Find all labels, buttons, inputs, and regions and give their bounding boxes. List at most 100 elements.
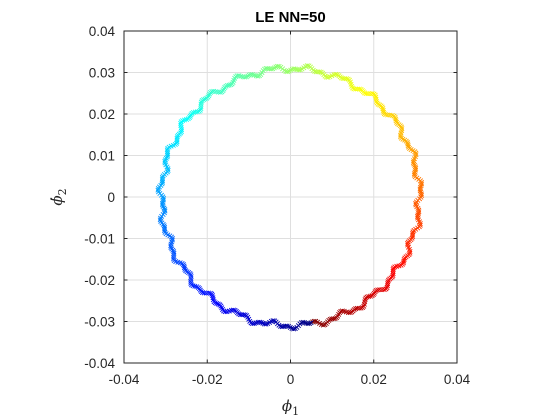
y-tick-label: -0.04 (84, 356, 115, 371)
data-point (381, 109, 387, 115)
data-point (305, 321, 311, 327)
data-point (385, 281, 391, 287)
data-point (241, 312, 247, 318)
y-tick-label: 0.02 (89, 107, 115, 122)
data-point (373, 288, 379, 294)
data-point (347, 310, 353, 316)
data-point (413, 165, 419, 171)
data-point (354, 305, 360, 311)
y-axis-label-subscript: 2 (56, 188, 69, 195)
x-axis-label-symbol: ϕ (282, 397, 292, 415)
data-point (411, 171, 417, 177)
data-point (390, 272, 396, 278)
data-point (270, 318, 276, 324)
data-point (410, 159, 416, 165)
data-point (291, 326, 297, 332)
data-point (157, 217, 163, 223)
data-point (217, 89, 223, 95)
data-point (168, 243, 174, 249)
data-point (188, 278, 194, 284)
data-point (196, 108, 202, 114)
x-tick-label: 0 (287, 372, 295, 387)
y-tick-label: 0.04 (89, 24, 116, 39)
data-point (369, 91, 375, 97)
y-tick-label: -0.03 (84, 315, 115, 330)
data-point (165, 152, 171, 158)
x-tick-labels: -0.04 -0.02 0 0.02 0.04 (109, 372, 471, 387)
data-point (188, 112, 194, 118)
data-point (418, 191, 424, 197)
x-tick-label: 0.02 (361, 372, 387, 387)
data-point (340, 75, 346, 82)
x-axis-label-subscript: 1 (292, 405, 299, 418)
data-point (199, 290, 206, 296)
x-axis-label: ϕ1 (282, 397, 299, 418)
data-point (308, 320, 314, 326)
data-point (258, 319, 264, 326)
data-point (155, 187, 161, 193)
data-point (255, 73, 261, 79)
data-point (178, 120, 184, 126)
y-tick-labels: -0.04 -0.03 -0.02 -0.01 0 0.01 0.02 0.03 0.04 (84, 24, 115, 371)
data-point (162, 228, 168, 234)
data-point (414, 213, 421, 219)
y-tick-label: 0 (107, 190, 115, 205)
data-point (284, 323, 290, 329)
data-point (257, 319, 263, 325)
data-point (230, 307, 236, 313)
data-point (248, 72, 254, 78)
data-point (339, 308, 345, 314)
y-axis-label-symbol: ϕ̇ (48, 195, 66, 205)
data-point (356, 86, 362, 92)
data-point (214, 300, 220, 307)
data-point (330, 316, 336, 322)
data-point (160, 197, 166, 203)
data-point (211, 88, 217, 94)
data-point (367, 293, 374, 299)
data-point (162, 208, 168, 214)
x-tick-label: 0.04 (444, 372, 471, 387)
data-point (204, 95, 210, 101)
data-point (236, 311, 242, 317)
data-point (415, 212, 421, 218)
y-tick-label: -0.01 (84, 232, 115, 247)
data-points (155, 63, 425, 332)
data-point (201, 290, 207, 296)
data-point (160, 179, 166, 185)
data-point (226, 82, 232, 88)
data-point (389, 274, 395, 280)
data-point (399, 126, 405, 132)
data-point (162, 158, 168, 164)
data-point (313, 69, 319, 75)
data-point (375, 287, 381, 293)
data-point (413, 200, 419, 206)
data-point (401, 258, 407, 264)
data-point (380, 107, 386, 113)
y-tick-label: 0.03 (89, 66, 115, 81)
data-point (412, 164, 418, 170)
data-point (410, 230, 416, 236)
data-point (381, 111, 387, 117)
data-point (274, 63, 280, 69)
x-tick-label: -0.02 (192, 372, 223, 387)
data-point (159, 202, 165, 208)
data-point (296, 67, 302, 73)
data-point (180, 262, 186, 268)
y-tick-label: 0.01 (89, 149, 115, 164)
data-point (320, 322, 326, 328)
data-point (284, 69, 291, 75)
y-axis-label: ϕ̇2 (48, 188, 69, 205)
chart-title: LE NN=50 (255, 9, 325, 26)
data-point (181, 265, 187, 271)
data-point (413, 152, 419, 158)
axes (123, 30, 458, 364)
data-point (203, 290, 209, 296)
data-point (165, 167, 171, 173)
data-point (325, 74, 331, 80)
data-point (417, 186, 423, 192)
data-point (160, 173, 166, 179)
data-point (363, 91, 369, 97)
data-point (355, 86, 361, 92)
data-point (212, 300, 218, 306)
